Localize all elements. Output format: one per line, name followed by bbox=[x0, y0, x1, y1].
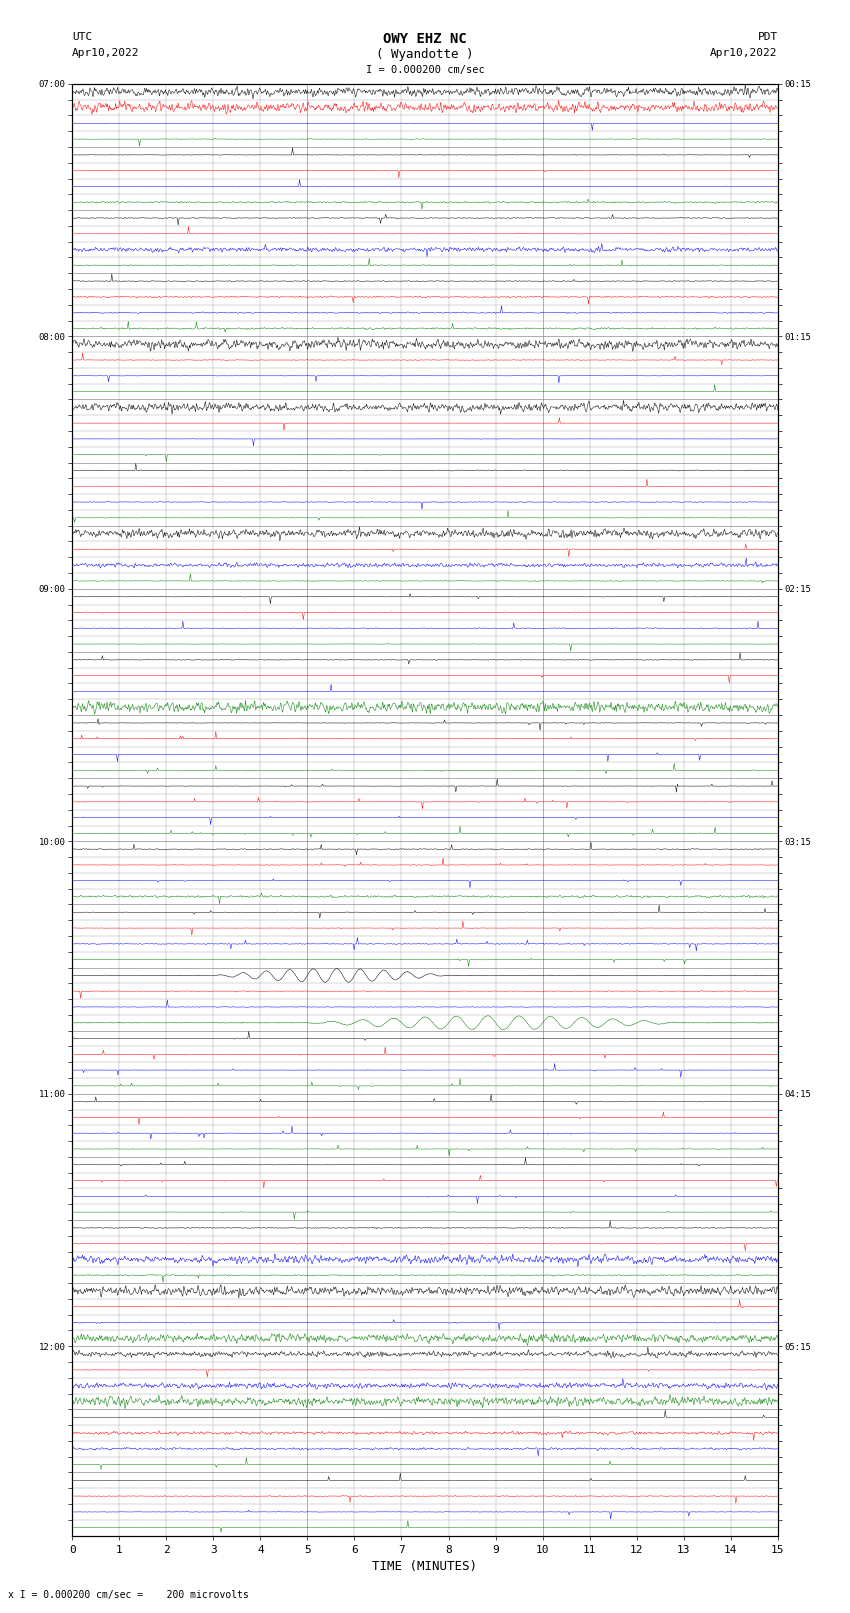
Text: Apr10,2022: Apr10,2022 bbox=[711, 48, 778, 58]
Text: x I = 0.000200 cm/sec =    200 microvolts: x I = 0.000200 cm/sec = 200 microvolts bbox=[8, 1590, 249, 1600]
Text: UTC: UTC bbox=[72, 32, 93, 42]
Text: ( Wyandotte ): ( Wyandotte ) bbox=[377, 48, 473, 61]
X-axis label: TIME (MINUTES): TIME (MINUTES) bbox=[372, 1560, 478, 1573]
Text: PDT: PDT bbox=[757, 32, 778, 42]
Text: Apr10,2022: Apr10,2022 bbox=[72, 48, 139, 58]
Text: OWY EHZ NC: OWY EHZ NC bbox=[383, 32, 467, 47]
Text: I = 0.000200 cm/sec: I = 0.000200 cm/sec bbox=[366, 65, 484, 74]
